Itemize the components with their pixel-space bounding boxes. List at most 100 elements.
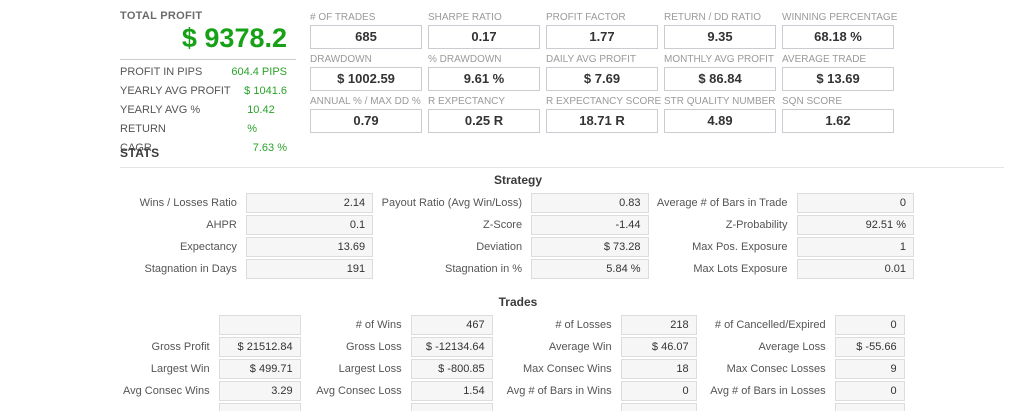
metric-label: PROFIT FACTOR xyxy=(546,12,626,23)
summary-row-value: 604.4 PIPS xyxy=(231,66,287,78)
trades-table: # of Wins 467 # of Losses 218 # of Cance… xyxy=(118,313,909,411)
stat-label: Stagnation in Days xyxy=(144,263,237,275)
stat-label: Expectancy xyxy=(179,241,237,253)
stat-value: $ 73.28 xyxy=(531,237,649,257)
metric-label: SQN SCORE xyxy=(782,96,843,107)
stat-label: Max Consec Wins xyxy=(522,363,612,375)
metric-label: DRAWDOWN xyxy=(310,54,372,65)
stat-value: 467 xyxy=(410,315,493,335)
table-row: # of Wins 467 # of Losses 218 # of Cance… xyxy=(122,315,905,335)
summary-row: YEARLY AVG % RETURN 10.42 % xyxy=(120,101,296,139)
metric-label: # OF TRADES xyxy=(310,12,376,23)
stat-value: 0 xyxy=(620,381,697,401)
stat-label: Max Lots Exposure xyxy=(693,263,788,275)
stat-value: 218 xyxy=(620,315,697,335)
stats-heading: STATS xyxy=(120,146,160,160)
metric-label: MONTHLY AVG PROFIT xyxy=(664,54,775,65)
metric-average-trade: AVERAGE TRADE $ 13.69 xyxy=(782,54,894,91)
metric-value: 1.62 xyxy=(782,109,894,133)
summary-rows: PROFIT IN PIPS 604.4 PIPS YEARLY AVG PRO… xyxy=(120,63,296,158)
stat-value: -1.44 xyxy=(531,215,649,235)
stat-value: 0 xyxy=(834,381,905,401)
metric-value: 18.71 R xyxy=(546,109,658,133)
stat-label xyxy=(497,403,617,411)
table-row: Avg Consec Wins 3.29 Avg Consec Loss 1.5… xyxy=(122,381,905,401)
metric-value: $ 7.69 xyxy=(546,67,658,91)
stat-label: Z-Probability xyxy=(725,219,788,231)
stat-label xyxy=(122,315,215,335)
stat-value: 9 xyxy=(834,359,905,379)
summary-row-label: CAGR xyxy=(120,142,152,154)
stat-value: 2.14 xyxy=(245,193,374,213)
metric-label: WINNING PERCENTAGE xyxy=(782,12,898,23)
stat-value: $ -12134.64 xyxy=(410,337,493,357)
metric-pct-drawdown: % DRAWDOWN 9.61 % xyxy=(428,54,540,91)
stat-label: Payout Ratio (Avg Win/Loss) xyxy=(381,197,523,209)
stat-value-empty xyxy=(834,403,905,411)
stat-label: # of Cancelled/Expired xyxy=(714,319,826,331)
metric-label: R EXPECTANCY xyxy=(428,96,506,107)
metric-label: RETURN / DD RATIO xyxy=(664,12,762,23)
stat-value-empty xyxy=(218,403,301,411)
metric-daily-avg-profit: DAILY AVG PROFIT $ 7.69 xyxy=(546,54,658,91)
stat-value: 0 xyxy=(796,193,914,213)
stat-label: Max Consec Losses xyxy=(726,363,826,375)
stat-label: AHPR xyxy=(206,219,237,231)
metric-label: % DRAWDOWN xyxy=(428,54,502,65)
summary-row-value: $ 1041.6 xyxy=(244,85,287,97)
stat-label: Max Pos. Exposure xyxy=(692,241,788,253)
stat-value: 0.1 xyxy=(245,215,374,235)
metric-r-expectancy-score: R EXPECTANCY SCORE 18.71 R xyxy=(546,96,661,133)
stat-value-empty xyxy=(620,403,697,411)
summary-row-value: 10.42 % xyxy=(247,104,275,135)
stat-label xyxy=(305,403,407,411)
table-row: Largest Win $ 499.71 Largest Loss $ -800… xyxy=(122,359,905,379)
stat-label: Avg # of Bars in Losses xyxy=(710,385,826,397)
metric-num-trades: # OF TRADES 685 xyxy=(310,12,422,49)
metric-value: 4.89 xyxy=(664,109,776,133)
summary-row-value: 7.63 % xyxy=(252,142,287,154)
total-profit-panel: TOTAL PROFIT $ 9378.2 PROFIT IN PIPS 604… xyxy=(120,10,296,158)
stat-value: 191 xyxy=(245,259,374,279)
trades-section-title: Trades xyxy=(498,295,538,309)
metric-annual-pct-max-dd: ANNUAL % / MAX DD % 0.79 xyxy=(310,96,422,133)
stat-label: Wins / Losses Ratio xyxy=(139,197,237,209)
stat-label: Deviation xyxy=(476,241,523,253)
stat-label: Z-Score xyxy=(482,219,523,231)
metric-profit-factor: PROFIT FACTOR 1.77 xyxy=(546,12,658,49)
metric-winning-percentage: WINNING PERCENTAGE 68.18 % xyxy=(782,12,898,49)
metric-value: 0.17 xyxy=(428,25,540,49)
metric-drawdown: DRAWDOWN $ 1002.59 xyxy=(310,54,422,91)
stat-value: 92.51 % xyxy=(796,215,914,235)
stat-value: 0 xyxy=(834,315,905,335)
strategy-table: Wins / Losses Ratio 2.14 Payout Ratio (A… xyxy=(118,191,918,281)
metric-r-expectancy: R EXPECTANCY 0.25 R xyxy=(428,96,540,133)
stat-value: 5.84 % xyxy=(531,259,649,279)
stat-label: Largest Loss xyxy=(338,363,402,375)
stat-value: 0.01 xyxy=(796,259,914,279)
metric-return-dd-ratio: RETURN / DD RATIO 9.35 xyxy=(664,12,776,49)
stat-label: # of Wins xyxy=(355,319,402,331)
stat-value: 1.54 xyxy=(410,381,493,401)
table-row: Wins / Losses Ratio 2.14 Payout Ratio (A… xyxy=(122,193,914,213)
table-row: AHPR 0.1 Z-Score -1.44 Z-Probability 92.… xyxy=(122,215,914,235)
stat-value-empty xyxy=(410,403,493,411)
stat-value: $ 21512.84 xyxy=(218,337,301,357)
stat-label: Avg # of Bars in Wins xyxy=(506,385,612,397)
summary-row: PROFIT IN PIPS 604.4 PIPS xyxy=(120,63,296,82)
stat-value: 3.29 xyxy=(218,381,301,401)
stat-label: Largest Win xyxy=(150,363,210,375)
stat-label: Average Win xyxy=(548,341,612,353)
stat-label: Average # of Bars in Trade xyxy=(656,197,788,209)
stat-value: 13.69 xyxy=(245,237,374,257)
table-row: Gross Profit $ 21512.84 Gross Loss $ -12… xyxy=(122,337,905,357)
metric-value: $ 1002.59 xyxy=(310,67,422,91)
metric-value: 68.18 % xyxy=(782,25,894,49)
strategy-section: Strategy Wins / Losses Ratio 2.14 Payout… xyxy=(118,173,918,281)
metric-value: 9.61 % xyxy=(428,67,540,91)
trades-section: Trades # of Wins 467 # of Losses 218 # o… xyxy=(118,295,918,411)
metric-value: 1.77 xyxy=(546,25,658,49)
metric-sharpe-ratio: SHARPE RATIO 0.17 xyxy=(428,12,540,49)
